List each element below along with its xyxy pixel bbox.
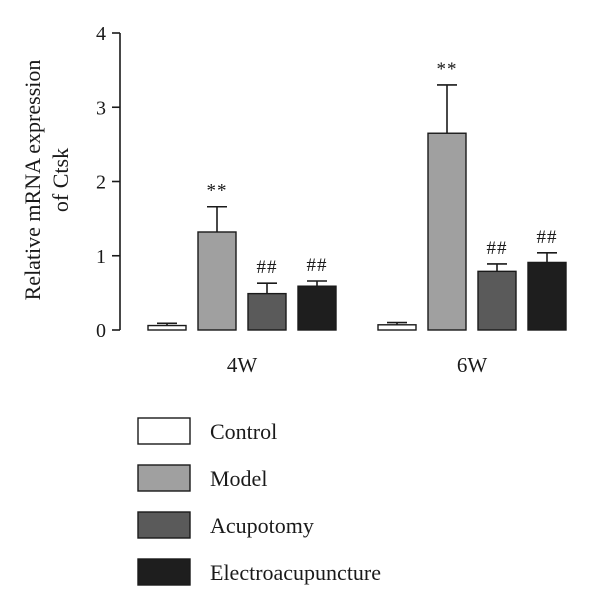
bar-control-4w <box>147 324 187 331</box>
legend-label-control: Control <box>210 419 277 444</box>
bar-acupotomy-4w <box>247 292 287 331</box>
legend-swatch-control <box>137 417 191 445</box>
bar-electroacupuncture-4w <box>297 285 337 331</box>
bar-model-6w <box>427 132 467 331</box>
significance-label: ## <box>537 227 558 248</box>
legend-label-electroacupuncture: Electroacupuncture <box>210 560 381 585</box>
legend-label-acupotomy: Acupotomy <box>210 513 314 538</box>
y-axis-ticks: 0 1 2 3 4 <box>96 23 120 342</box>
bar-control-6w <box>377 324 417 331</box>
x-category-label: 4W <box>227 353 258 377</box>
significance-label: ** <box>207 181 228 202</box>
legend-swatch-acupotomy <box>137 511 191 539</box>
legend: Control Model Acupotomy Electroacupuncture <box>137 417 381 586</box>
significance-label: ## <box>307 255 328 276</box>
y-axis-label-line-2: of Ctsk <box>48 148 73 212</box>
y-tick-label: 3 <box>96 97 106 119</box>
y-tick-label: 4 <box>96 23 106 45</box>
legend-swatch-electroacupuncture <box>137 558 191 586</box>
x-category-label: 6W <box>457 353 488 377</box>
bars: ** ## ## ** ## ## <box>147 59 567 331</box>
significance-label: ** <box>437 59 458 80</box>
bar-electroacupuncture-6w <box>527 261 567 331</box>
bar-model-4w <box>197 231 237 331</box>
y-axis-label-line-1: Relative mRNA expression <box>20 60 45 301</box>
legend-swatch-model <box>137 464 191 492</box>
significance-label: ## <box>257 257 278 278</box>
y-tick-label: 2 <box>96 172 106 194</box>
y-axis-label: Relative mRNA expression of Ctsk <box>20 60 73 301</box>
bar-acupotomy-6w <box>477 270 517 331</box>
legend-label-model: Model <box>210 466 267 491</box>
significance-label: ## <box>487 238 508 259</box>
y-tick-label: 1 <box>96 246 106 268</box>
y-tick-label: 0 <box>96 320 106 342</box>
x-axis-category-labels: 4W 6W <box>227 353 488 377</box>
